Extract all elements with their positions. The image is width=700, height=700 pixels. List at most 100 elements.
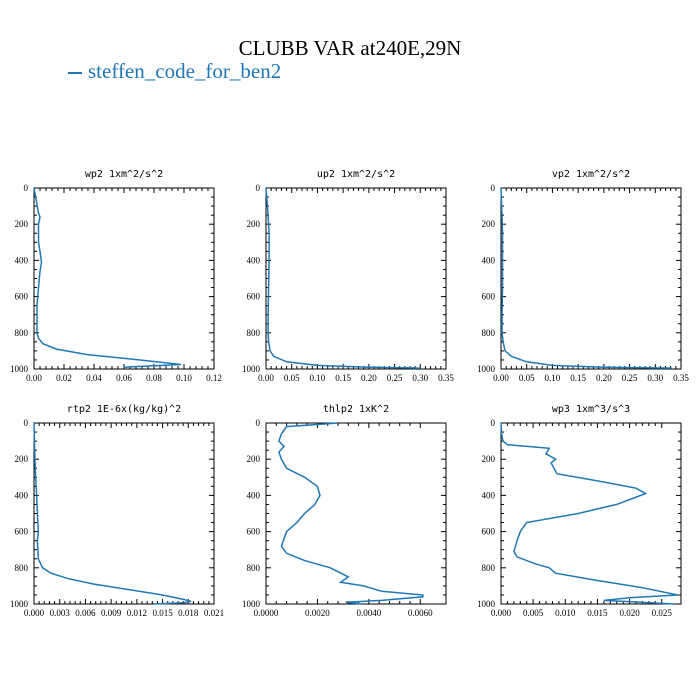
series-line — [278, 422, 424, 605]
y-tick-label: 800 — [15, 328, 29, 338]
y-tick-label: 0 — [24, 183, 29, 193]
y-tick-label: 0 — [24, 418, 29, 428]
x-tick-label: 0.06 — [116, 373, 132, 383]
panel-title: rtp2 1E-6x(kg/kg)^2 — [67, 404, 181, 415]
y-tick-label: 0 — [491, 183, 496, 193]
y-tick-label: 400 — [482, 490, 496, 500]
plot-frame — [265, 187, 447, 370]
y-tick-label: 600 — [247, 527, 261, 537]
x-tick-label: 0.010 — [555, 608, 576, 618]
panel-title: up2 1xm^2/s^2 — [317, 169, 395, 180]
x-tick-label: 0.000 — [24, 608, 45, 618]
series-line — [500, 187, 671, 369]
x-tick-label: 0.05 — [519, 373, 535, 383]
y-tick-label: 400 — [247, 255, 261, 265]
x-tick-label: 0.15 — [335, 373, 351, 383]
y-tick-label: 200 — [482, 454, 496, 464]
x-tick-label: 0.00 — [26, 373, 42, 383]
series-line — [33, 187, 182, 368]
x-tick-label: 0.35 — [673, 373, 689, 383]
x-tick-label: 0.009 — [101, 608, 122, 618]
y-tick-label: 0 — [491, 418, 496, 428]
x-tick-label: 0.015 — [587, 608, 608, 618]
y-tick-label: 200 — [247, 219, 261, 229]
y-tick-label: 800 — [15, 563, 29, 573]
x-tick-label: 0.000 — [491, 608, 512, 618]
y-tick-label: 600 — [15, 527, 29, 537]
x-tick-label: 0.30 — [647, 373, 663, 383]
x-tick-label: 0.00 — [493, 373, 509, 383]
figure-title: CLUBB VAR at240E,29N — [238, 36, 462, 60]
x-tick-label: 0.0060 — [408, 608, 433, 618]
x-tick-label: 0.012 — [127, 608, 147, 618]
panel-title: thlp2 1xK^2 — [323, 404, 389, 415]
series-line — [265, 187, 421, 369]
y-tick-label: 200 — [15, 219, 29, 229]
x-tick-label: 0.018 — [178, 608, 199, 618]
y-tick-label: 800 — [247, 563, 261, 573]
x-tick-label: 0.20 — [361, 373, 377, 383]
legend: steffen_code_for_ben2 — [68, 59, 281, 84]
chart-panel: wp3 1xm^3/s^3 0.000 0.005 0.010 0.015 0.020 0.… — [477, 404, 682, 618]
x-tick-label: 0.020 — [619, 608, 640, 618]
x-tick-label: 0.25 — [622, 373, 638, 383]
y-tick-label: 200 — [15, 454, 29, 464]
x-tick-label: 0.00 — [258, 373, 274, 383]
plot-frame — [33, 187, 215, 370]
legend-label: steffen_code_for_ben2 — [88, 59, 282, 83]
series-line — [33, 422, 192, 605]
y-tick-label: 0 — [256, 183, 261, 193]
x-tick-label: 0.12 — [206, 373, 222, 383]
y-tick-label: 1000 — [477, 599, 496, 609]
y-tick-label: 600 — [247, 292, 261, 302]
y-tick-label: 400 — [15, 255, 29, 265]
chart-panel: wp2 1xm^2/s^2 0.00 0.02 0.04 0.06 0.08 0.10 0.1… — [10, 169, 222, 383]
panel-title: vp2 1xm^2/s^2 — [552, 169, 630, 180]
y-tick-label: 800 — [482, 563, 496, 573]
x-tick-label: 0.021 — [204, 608, 224, 618]
plot-frame — [500, 187, 682, 370]
y-tick-label: 1000 — [477, 364, 496, 374]
x-tick-label: 0.08 — [146, 373, 162, 383]
x-tick-label: 0.05 — [284, 373, 300, 383]
y-tick-label: 400 — [247, 490, 261, 500]
y-tick-label: 200 — [247, 454, 261, 464]
y-tick-label: 400 — [482, 255, 496, 265]
plot-frame — [265, 422, 447, 605]
y-tick-label: 400 — [15, 490, 29, 500]
y-tick-label: 1000 — [242, 599, 261, 609]
plot-frame — [500, 422, 682, 605]
x-tick-label: 0.025 — [652, 608, 673, 618]
x-tick-label: 0.006 — [75, 608, 96, 618]
x-tick-label: 0.30 — [412, 373, 428, 383]
y-tick-label: 1000 — [10, 364, 29, 374]
y-tick-label: 800 — [247, 328, 261, 338]
x-tick-label: 0.10 — [310, 373, 326, 383]
chart-panel: thlp2 1xK^2 0.0000 0.0020 0.0040 0.0060 0 200 4… — [242, 404, 447, 618]
chart-panel: vp2 1xm^2/s^2 0.00 0.05 0.10 0.15 0.20 0.25 0.3… — [477, 169, 689, 383]
y-tick-label: 0 — [256, 418, 261, 428]
y-tick-label: 600 — [482, 527, 496, 537]
x-tick-label: 0.02 — [56, 373, 72, 383]
y-tick-label: 600 — [482, 292, 496, 302]
x-tick-label: 0.04 — [86, 373, 102, 383]
x-tick-label: 0.015 — [152, 608, 173, 618]
y-tick-label: 800 — [482, 328, 496, 338]
chart-panel: rtp2 1E-6x(kg/kg)^2 0.000 0.003 0.006 0.009 0… — [10, 404, 224, 618]
x-tick-label: 0.0000 — [254, 608, 279, 618]
x-tick-label: 0.003 — [50, 608, 71, 618]
x-tick-label: 0.0020 — [305, 608, 330, 618]
x-tick-label: 0.10 — [176, 373, 192, 383]
y-tick-label: 1000 — [10, 599, 29, 609]
y-tick-label: 1000 — [242, 364, 261, 374]
x-tick-label: 0.35 — [438, 373, 454, 383]
legend-swatch — [68, 72, 82, 75]
x-tick-label: 0.20 — [596, 373, 612, 383]
panel-title: wp3 1xm^3/s^3 — [552, 404, 630, 415]
series-line — [500, 422, 678, 605]
x-tick-label: 0.0040 — [356, 608, 381, 618]
y-tick-label: 200 — [482, 219, 496, 229]
x-tick-label: 0.10 — [545, 373, 561, 383]
panel-title: wp2 1xm^2/s^2 — [85, 169, 163, 180]
